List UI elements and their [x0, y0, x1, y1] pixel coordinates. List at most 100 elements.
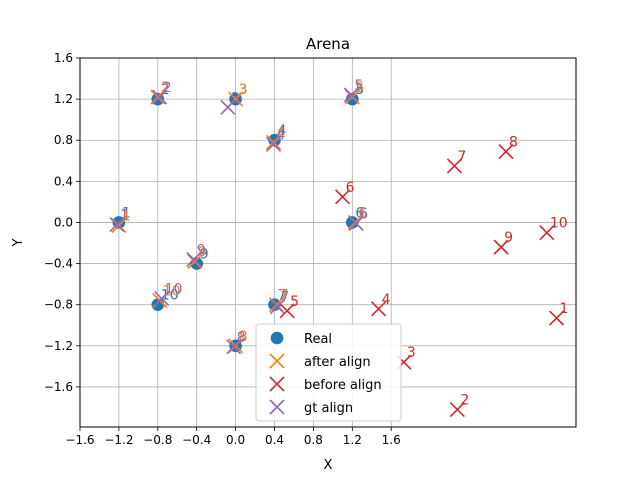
real-point	[346, 92, 359, 106]
x-tick-label: 0.4	[265, 433, 284, 447]
y-tick-label: 1.2	[54, 92, 73, 106]
y-tick-label: 1.6	[54, 51, 73, 65]
y-tick-label: −1.2	[44, 339, 73, 353]
after-align-point	[150, 89, 166, 105]
legend-label-after-align: after align	[304, 355, 371, 370]
real-point-label: 9	[200, 247, 209, 263]
after-align-point-label: 9	[198, 245, 207, 261]
gt-align-point-stroke	[154, 290, 170, 307]
chart-title: Arena	[306, 35, 350, 53]
real-point-label: 6	[355, 205, 364, 221]
gt-align-point-stroke	[348, 215, 364, 232]
gt-align-point	[154, 290, 170, 307]
after-align-point	[265, 134, 282, 150]
gt-align-point-label: 8	[237, 330, 246, 346]
before-align-point-label: 5	[290, 294, 299, 310]
before-align-point	[446, 158, 462, 174]
x-tick-label: −1.2	[104, 433, 133, 447]
before-align-point-stroke	[493, 239, 509, 255]
legend-label-real: Real	[304, 332, 332, 347]
gt-align-point-label: 7	[280, 290, 289, 306]
real-point-label: 4	[278, 123, 287, 139]
gt-align-point-stroke	[343, 87, 359, 103]
after-align-point-label: 2	[161, 80, 170, 96]
legend-marker-gt-align-stroke	[269, 399, 285, 415]
gt-align-point-stroke	[220, 99, 236, 115]
legend-label-gt-align: gt align	[304, 401, 353, 416]
gt-align-point-stroke	[109, 216, 125, 233]
after-align-point-stroke	[150, 89, 166, 105]
before-align-point-label: 10	[550, 216, 568, 232]
real-point-label: 2	[161, 82, 170, 98]
before-align-point-label: 2	[460, 393, 469, 409]
gt-align-point	[265, 136, 282, 152]
plot-frame	[79, 57, 577, 428]
legend-marker-before-align	[269, 376, 285, 392]
before-align-point	[539, 225, 555, 241]
y-tick-label: 0.8	[54, 133, 73, 147]
after-align-point-label: 7	[279, 288, 288, 304]
before-align-point-stroke	[371, 301, 387, 317]
y-tick-label: −0.8	[44, 298, 73, 312]
before-align-point	[371, 301, 387, 317]
x-tick-label: 1.6	[382, 433, 401, 447]
after-align-point-stroke	[265, 134, 282, 150]
after-align-point-label: 8	[239, 329, 248, 345]
before-align-point-stroke	[446, 158, 462, 174]
gt-align-point	[348, 215, 364, 232]
real-point-label: 7	[278, 288, 287, 304]
real-point	[346, 216, 359, 229]
gt-align-point-stroke	[265, 136, 282, 152]
gt-align-point-label: 5	[354, 78, 363, 94]
before-align-point-stroke	[335, 189, 351, 205]
gt-align-point	[226, 339, 242, 355]
gt-align-point	[343, 87, 359, 103]
legend-marker-after-align-stroke	[269, 353, 285, 369]
legend-box	[255, 323, 402, 422]
x-tick-label: 0.8	[304, 433, 323, 447]
y-tick-label: 0.0	[54, 215, 73, 229]
after-align-point-label: 1	[122, 209, 131, 225]
legend-marker-real	[270, 331, 284, 345]
x-tick-label: 0.0	[226, 433, 245, 447]
after-align-point-label: 4	[277, 125, 286, 141]
before-align-point	[335, 189, 351, 205]
before-align-point-label: 9	[504, 230, 513, 246]
before-align-point-label: 8	[509, 135, 518, 151]
x-tick-label: 1.2	[343, 433, 362, 447]
before-align-point	[498, 143, 514, 160]
real-point-label: 3	[239, 82, 248, 98]
gt-align-point-label: 3	[231, 90, 240, 106]
before-align-point-label: 3	[407, 345, 416, 361]
legend-label-before-align: before align	[304, 378, 382, 393]
legend-marker-after-align	[269, 353, 285, 369]
gt-align-point-stroke	[152, 89, 168, 105]
before-align-point-label: 7	[457, 149, 466, 165]
gt-align-point-label: 1	[120, 208, 129, 224]
real-point-label: 10	[161, 288, 179, 304]
x-tick-label: −1.6	[65, 433, 94, 447]
after-align-point-label: 5	[355, 80, 364, 96]
gt-align-point-label: 4	[277, 127, 286, 143]
gt-align-point-label: 2	[163, 80, 172, 96]
before-align-point-label: 4	[382, 292, 391, 308]
before-align-point	[548, 310, 565, 326]
gt-align-point	[109, 216, 125, 233]
after-align-point-label: 10	[163, 284, 181, 300]
legend-marker-before-align-stroke	[269, 376, 285, 392]
gt-align-point	[220, 99, 236, 115]
y-tick-label: 0.4	[54, 174, 73, 188]
before-align-point-stroke	[548, 310, 565, 326]
before-align-point-stroke	[498, 143, 514, 160]
real-point-label: 5	[355, 82, 364, 98]
gt-align-point	[186, 251, 202, 268]
gt-align-point-stroke	[269, 299, 285, 315]
x-axis-label: X	[324, 458, 333, 473]
legend-marker-gt-align	[269, 399, 285, 415]
x-tick-label: −0.8	[143, 433, 172, 447]
legend: Real after align before align gt align	[255, 323, 402, 422]
gt-align-point-stroke	[226, 339, 242, 355]
before-align-point-label: 6	[346, 180, 355, 196]
